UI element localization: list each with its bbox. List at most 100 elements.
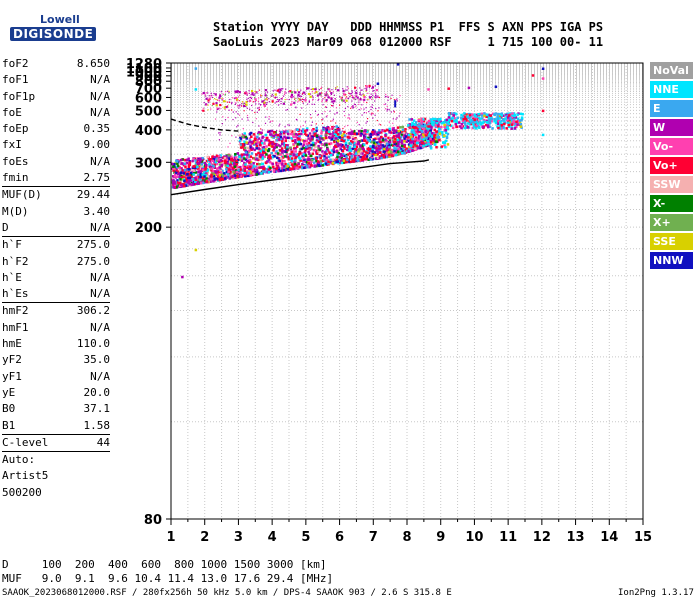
x-trace-point <box>437 127 441 131</box>
second-hop-point <box>338 89 340 91</box>
x-trace-point <box>420 117 423 121</box>
echo-point <box>188 161 192 164</box>
x-trace-point <box>475 123 479 127</box>
x-trace-point <box>488 121 491 124</box>
echo-point <box>309 139 312 142</box>
echo-point <box>273 146 277 149</box>
echo-point <box>224 160 228 164</box>
param-row: Auto: <box>2 452 112 468</box>
spread-point <box>309 114 312 116</box>
echo-point <box>199 160 202 164</box>
echo-point <box>272 134 275 138</box>
spread-point <box>345 97 347 100</box>
echo-point <box>347 149 351 152</box>
echo-point <box>226 164 230 168</box>
echo-point <box>402 131 406 135</box>
echo-point <box>236 152 240 155</box>
spread-point <box>232 118 234 121</box>
second-hop-point <box>252 101 254 103</box>
echo-point <box>240 153 244 156</box>
second-hop-point <box>280 103 282 105</box>
second-hop-point <box>231 101 233 104</box>
spread-point <box>289 133 291 135</box>
echo-point <box>293 161 296 164</box>
param-value: 2.75 <box>83 171 111 185</box>
spread-point <box>255 118 257 120</box>
param-row: foEs N/A <box>2 154 112 170</box>
echo-point <box>191 183 194 186</box>
echo-point <box>325 158 328 162</box>
echo-point <box>293 141 297 144</box>
x-trace-point <box>414 126 418 130</box>
spread-point <box>371 104 373 106</box>
second-hop-point <box>205 97 208 100</box>
echo-point <box>284 165 287 168</box>
spread-point <box>332 118 335 120</box>
second-hop-point <box>300 99 302 101</box>
echo-point <box>331 153 334 157</box>
spread-point <box>371 98 373 101</box>
echo-point <box>233 162 236 165</box>
echo-point <box>206 155 209 159</box>
x-trace-point <box>440 125 443 129</box>
echo-point <box>212 169 215 173</box>
x-trace-point <box>486 124 490 127</box>
echo-point <box>247 159 250 162</box>
echo-point <box>225 156 229 160</box>
echo-point <box>324 149 328 153</box>
second-hop-point <box>352 98 355 100</box>
echo-point <box>353 150 357 154</box>
spread-point <box>285 109 287 111</box>
echo-point <box>294 132 298 136</box>
spread-point <box>219 134 221 136</box>
second-hop-point <box>342 88 344 90</box>
second-hop-point <box>246 98 248 100</box>
spread-point <box>385 96 387 98</box>
x-trace-point <box>470 122 474 126</box>
echo-point <box>312 157 316 161</box>
x-trace-point <box>409 132 412 136</box>
echo-point <box>419 142 422 145</box>
spread-point <box>275 130 278 132</box>
echo-point <box>379 140 382 144</box>
echo-point <box>227 170 230 174</box>
x-trace-point <box>420 136 424 139</box>
x-trace-point <box>479 121 482 124</box>
spread-point <box>297 95 299 97</box>
echo-point <box>377 142 381 146</box>
spread-point <box>317 133 319 136</box>
y-tick-label: 600 <box>135 91 162 106</box>
second-hop-point <box>370 93 372 95</box>
echo-point <box>327 155 331 159</box>
echo-point <box>297 162 300 166</box>
echo-point <box>355 151 358 155</box>
echo-point <box>270 151 274 155</box>
x-trace-point <box>423 123 427 127</box>
x-trace-point <box>417 125 421 129</box>
second-hop-point <box>263 104 266 107</box>
x-trace-point <box>491 127 494 130</box>
x-trace-point <box>450 112 453 115</box>
spread-point <box>388 121 390 123</box>
echo-point <box>279 132 282 136</box>
second-hop-point <box>260 103 262 106</box>
second-hop-point <box>346 89 348 91</box>
x-trace-point <box>464 123 467 126</box>
second-hop-point <box>280 97 282 100</box>
second-hop-point <box>252 94 254 96</box>
echo-point <box>206 169 209 173</box>
echo-point <box>408 145 411 149</box>
spread-point <box>378 107 380 109</box>
echo-point <box>361 147 365 150</box>
second-hop-point <box>207 99 210 102</box>
outlier-point <box>467 86 471 90</box>
spread-point <box>299 126 302 128</box>
spread-point <box>358 103 360 106</box>
spread-point <box>395 118 397 120</box>
x-trace-point <box>467 112 471 116</box>
spread-point <box>231 109 233 111</box>
echo-point <box>279 169 283 173</box>
echo-point <box>401 128 405 132</box>
second-hop-point <box>297 93 300 97</box>
outlier-point <box>541 133 545 137</box>
